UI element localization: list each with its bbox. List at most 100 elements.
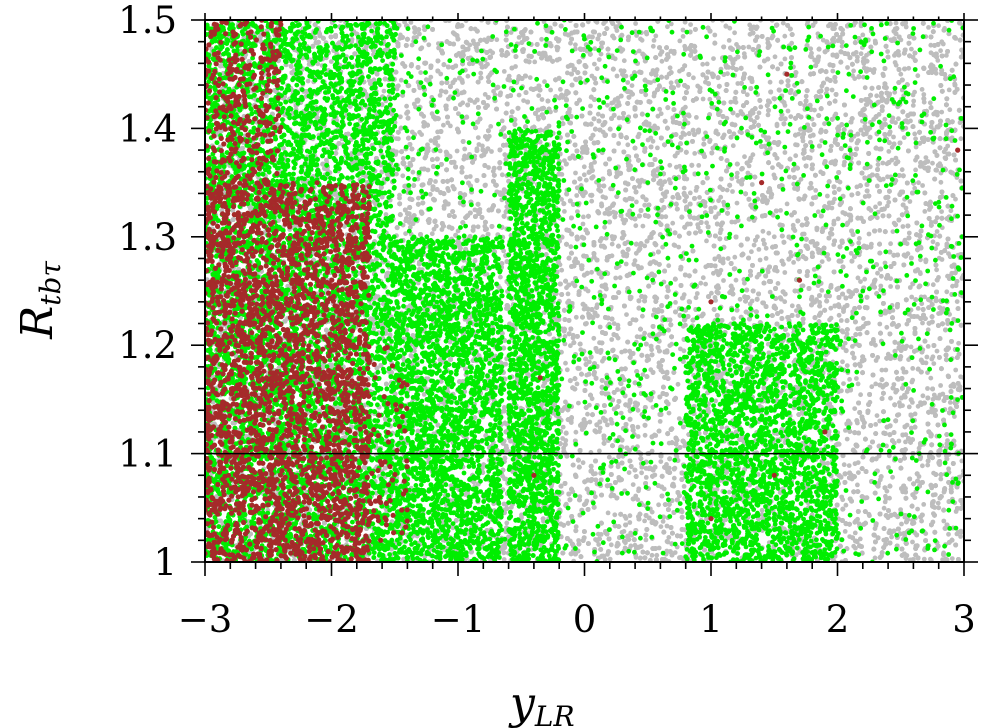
data-point: [946, 87, 952, 93]
data-point: [639, 470, 644, 476]
data-point: [711, 56, 716, 61]
data-point: [794, 142, 800, 148]
data-point: [666, 410, 672, 416]
data-point: [954, 531, 960, 537]
data-point: [788, 114, 794, 119]
data-point: [655, 145, 660, 151]
data-point: [446, 96, 451, 102]
data-point: [930, 160, 935, 166]
data-point: [854, 376, 859, 381]
data-point: [680, 34, 686, 39]
data-point: [527, 75, 533, 80]
data-point: [305, 78, 311, 84]
data-point: [597, 324, 603, 330]
data-point: [885, 49, 890, 54]
data-point: [829, 87, 835, 93]
data-point: [760, 237, 766, 243]
data-point: [650, 43, 656, 49]
data-point: [681, 348, 687, 354]
data-point: [930, 239, 936, 245]
data-point: [629, 83, 635, 88]
data-point: [851, 68, 856, 74]
data-point: [426, 42, 432, 48]
data-point: [845, 65, 850, 70]
data-point: [712, 32, 718, 38]
data-point: [737, 296, 743, 302]
data-point: [844, 363, 850, 368]
data-point: [656, 545, 662, 551]
data-point: [596, 542, 602, 547]
data-point: [838, 318, 844, 323]
data-point: [782, 299, 788, 305]
data-point: [328, 59, 334, 64]
data-point: [855, 381, 861, 387]
data-point: [704, 516, 709, 522]
data-point: [749, 249, 754, 255]
data-point: [633, 21, 638, 26]
data-point: [812, 107, 817, 113]
data-point: [756, 247, 762, 252]
data-point: [747, 22, 753, 28]
data-point: [934, 348, 940, 354]
data-point: [842, 529, 848, 534]
data-point: [746, 44, 752, 50]
data-point: [938, 48, 943, 54]
data-point: [634, 334, 640, 340]
data-point: [913, 136, 918, 142]
data-point: [813, 188, 819, 193]
data-point: [782, 150, 788, 155]
data-point: [891, 141, 897, 147]
data-point: [671, 242, 677, 248]
data-point: [828, 305, 834, 311]
data-point: [396, 83, 401, 89]
data-point: [732, 254, 738, 260]
data-point: [700, 275, 706, 281]
data-point: [903, 556, 909, 561]
data-point: [692, 56, 697, 61]
data-point: [431, 226, 437, 232]
data-point: [844, 331, 850, 337]
data-point: [782, 33, 788, 39]
data-point: [749, 298, 755, 304]
data-point: [581, 214, 586, 220]
data-point: [851, 543, 857, 549]
data-point: [626, 470, 632, 475]
data-point: [597, 448, 602, 454]
data-point: [675, 381, 681, 387]
data-point: [925, 462, 931, 468]
data-point: [598, 532, 604, 537]
data-point: [621, 529, 627, 534]
data-point: [938, 383, 943, 388]
data-point: [757, 257, 763, 263]
data-point: [687, 190, 693, 196]
data-point: [765, 112, 771, 118]
data-point: [726, 38, 732, 43]
data-point: [953, 367, 959, 373]
data-point: [494, 37, 500, 43]
data-point: [581, 164, 587, 170]
data-point: [934, 267, 939, 273]
data-point: [592, 159, 597, 165]
data-point: [508, 114, 514, 120]
data-point: [691, 75, 696, 81]
data-point: [427, 191, 433, 197]
data-point: [398, 77, 404, 83]
data-point: [580, 460, 586, 466]
data-point: [404, 103, 409, 109]
data-point: [956, 340, 961, 346]
data-point: [614, 73, 620, 79]
data-point: [655, 113, 661, 119]
data-point: [886, 149, 892, 154]
data-point: [785, 108, 791, 114]
data-point: [929, 356, 935, 362]
data-point: [814, 297, 819, 302]
data-point: [414, 35, 419, 40]
data-point: [758, 104, 764, 110]
data-point: [666, 263, 672, 269]
data-point: [886, 465, 891, 470]
data-point: [726, 489, 732, 495]
data-point: [879, 273, 884, 279]
data-point: [660, 519, 666, 524]
data-point: [825, 193, 830, 199]
